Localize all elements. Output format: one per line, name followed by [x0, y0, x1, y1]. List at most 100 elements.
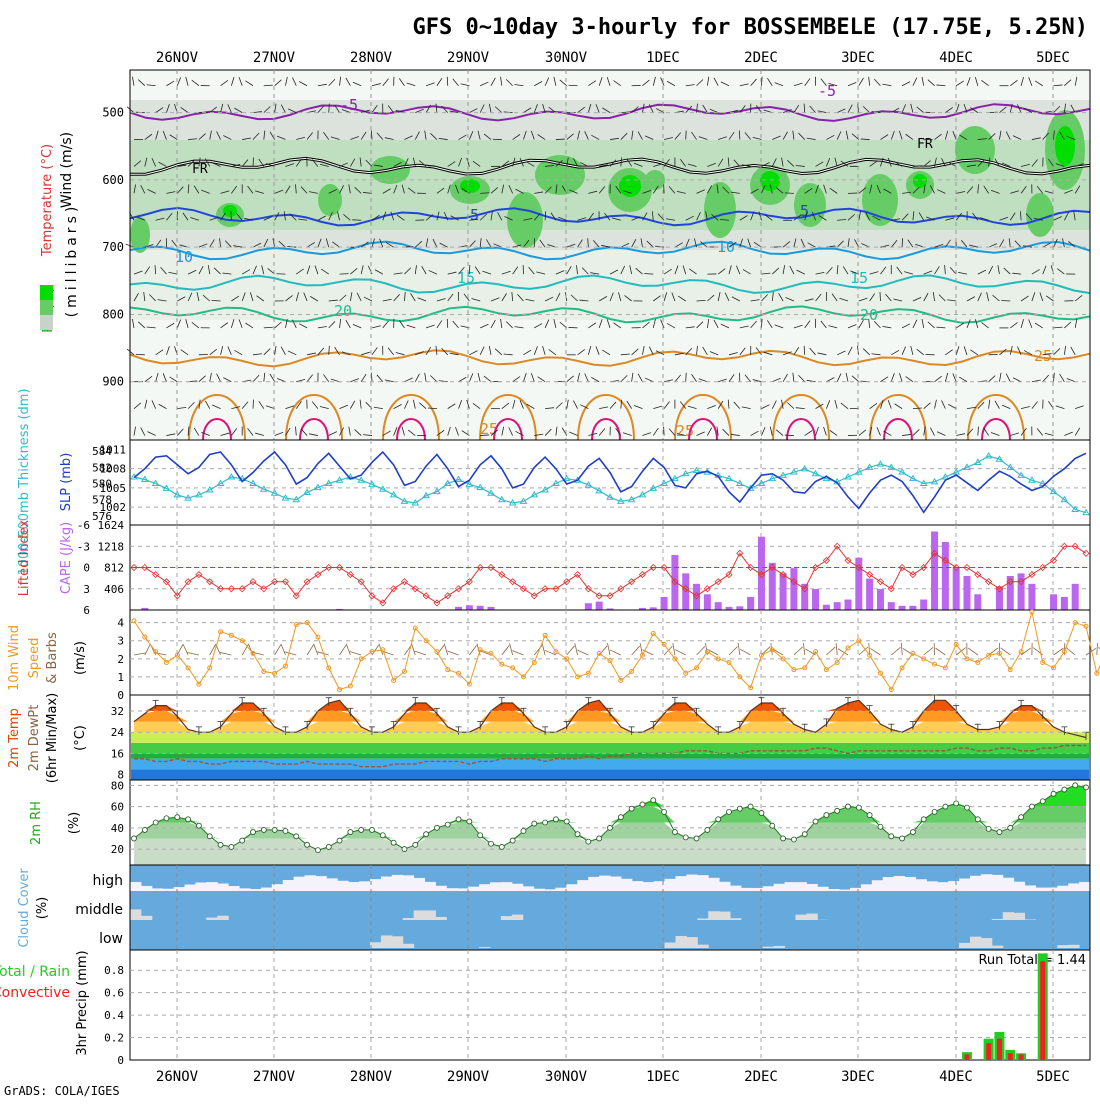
cape-bar [812, 589, 819, 610]
cape-bar [909, 606, 916, 610]
rh2m-point [207, 834, 212, 839]
rh2m-panel-labels: 2m RH (%) [29, 801, 82, 845]
cloud-clear-low [675, 936, 686, 948]
rh2m-point [672, 830, 677, 835]
cloud-clear-high [905, 877, 916, 891]
cloud-clear-high [523, 886, 534, 891]
cloud-clear-middle [512, 915, 523, 920]
wind10-barb [901, 643, 902, 655]
rh2m-point [164, 816, 169, 821]
cape-bar [1028, 584, 1035, 610]
wind10-barb [891, 647, 900, 655]
cloud-clear-high [228, 886, 239, 891]
cloud-clear-high [370, 879, 381, 891]
rh2m-point [781, 836, 786, 841]
wind10-label-b: Speed [27, 638, 42, 679]
cloud-clear-high [195, 882, 206, 891]
wind10-barb [729, 647, 737, 655]
temp2m-label-b: 2m DewPt [27, 705, 42, 772]
precip-convective-bar [965, 1054, 970, 1060]
rh2m-point [846, 804, 851, 809]
rh-high-blob [1026, 193, 1054, 237]
cape-bar [877, 589, 884, 610]
wind10-barb [803, 643, 804, 655]
wind10-barb [1066, 647, 1075, 655]
cape-bar [1061, 597, 1068, 610]
wind10-barb [412, 644, 416, 655]
cape-bar [823, 605, 830, 610]
precip-tick-label: 0.4 [104, 1009, 124, 1022]
cape-bar [920, 600, 927, 610]
cloud-clear-high [937, 882, 948, 891]
isotherm-label: 5 [800, 202, 809, 220]
cloud-clear-high [959, 879, 970, 891]
wind10-barb [220, 652, 232, 655]
cloud-panel [130, 865, 1091, 950]
cloud-clear-high [926, 881, 937, 891]
cloud-clear-high [141, 886, 152, 891]
rh-very-high-blob [619, 175, 641, 197]
rh2m-point [683, 835, 688, 840]
wind10-barb [285, 652, 297, 655]
cloud-clear-high [708, 878, 719, 891]
rh2m-point [1019, 815, 1024, 820]
li-tick-label: 0 [83, 562, 90, 575]
cloud-clear-high [239, 888, 250, 891]
slp-tick-label: 1008 [100, 463, 127, 476]
wind10-tick-label: 2 [117, 653, 124, 666]
cape-bar [996, 586, 1003, 610]
cloud-clear-middle [435, 917, 446, 920]
rh2m-fill-3 [134, 785, 1086, 806]
precip-label-axis: 3hr Precip (mm) [75, 950, 90, 1055]
cloud-clear-high [359, 881, 370, 891]
wind10-tick-label: 1 [117, 671, 124, 684]
rh2m-point [759, 810, 764, 815]
cape-bar [477, 606, 484, 610]
cape-bar [596, 602, 603, 610]
footer-credit: GrADS: COLA/IGES [4, 1084, 120, 1098]
cloud-clear-high [479, 884, 490, 891]
rh2m-point [175, 815, 180, 820]
temp-band [131, 732, 1089, 743]
rh2m-tick-label: 20 [111, 843, 124, 856]
wind10-label-c: & Barbs [45, 632, 60, 684]
cloud-clear-high [1035, 888, 1046, 891]
rh2m-point [629, 806, 634, 811]
cloud-clear-high [621, 879, 632, 891]
cloud-clear-low [392, 936, 403, 948]
rh2m-point [921, 817, 926, 822]
precip-tick-label: 0.2 [104, 1032, 124, 1045]
wind10-barb [771, 643, 772, 655]
rh2m-point [716, 817, 721, 822]
cloud-clear-high [741, 888, 752, 891]
temp-band [131, 743, 1089, 754]
cloud-panel-labels: Cloud Cover (%) high middle low [17, 868, 123, 948]
rh2m-point [813, 819, 818, 824]
wind10-barb [314, 644, 318, 655]
cape-bar [1072, 584, 1079, 610]
rh2m-point [618, 815, 623, 820]
rh2m-label-b: (%) [67, 812, 82, 835]
cloud-clear-high [577, 880, 588, 891]
cloud-clear-high [839, 890, 850, 891]
rh2m-point [370, 827, 375, 832]
rh-high-blob [862, 174, 898, 226]
rh2m-point [142, 827, 147, 832]
rh2m-point [965, 805, 970, 810]
rh2m-point [424, 832, 429, 837]
rh2m-tick-label: 80 [111, 779, 124, 792]
bottom-date-label: 1DEC [646, 1069, 680, 1085]
cloud-clear-high [446, 888, 457, 891]
cloud-clear-high [468, 887, 479, 891]
precip-tick-label: 0 [117, 1054, 124, 1067]
cloud-clear-high [883, 877, 894, 891]
cloud-clear-high [337, 881, 348, 891]
cloud-clear-high [130, 882, 141, 891]
cloud-clear-high [588, 877, 599, 891]
rh2m-point [770, 823, 775, 828]
cloud-label-a: Cloud Cover [17, 868, 32, 948]
cloud-clear-high [872, 880, 883, 891]
cloud-clear-low [981, 938, 992, 948]
cloud-clear-high [392, 875, 403, 891]
wind10-barb [740, 649, 750, 655]
